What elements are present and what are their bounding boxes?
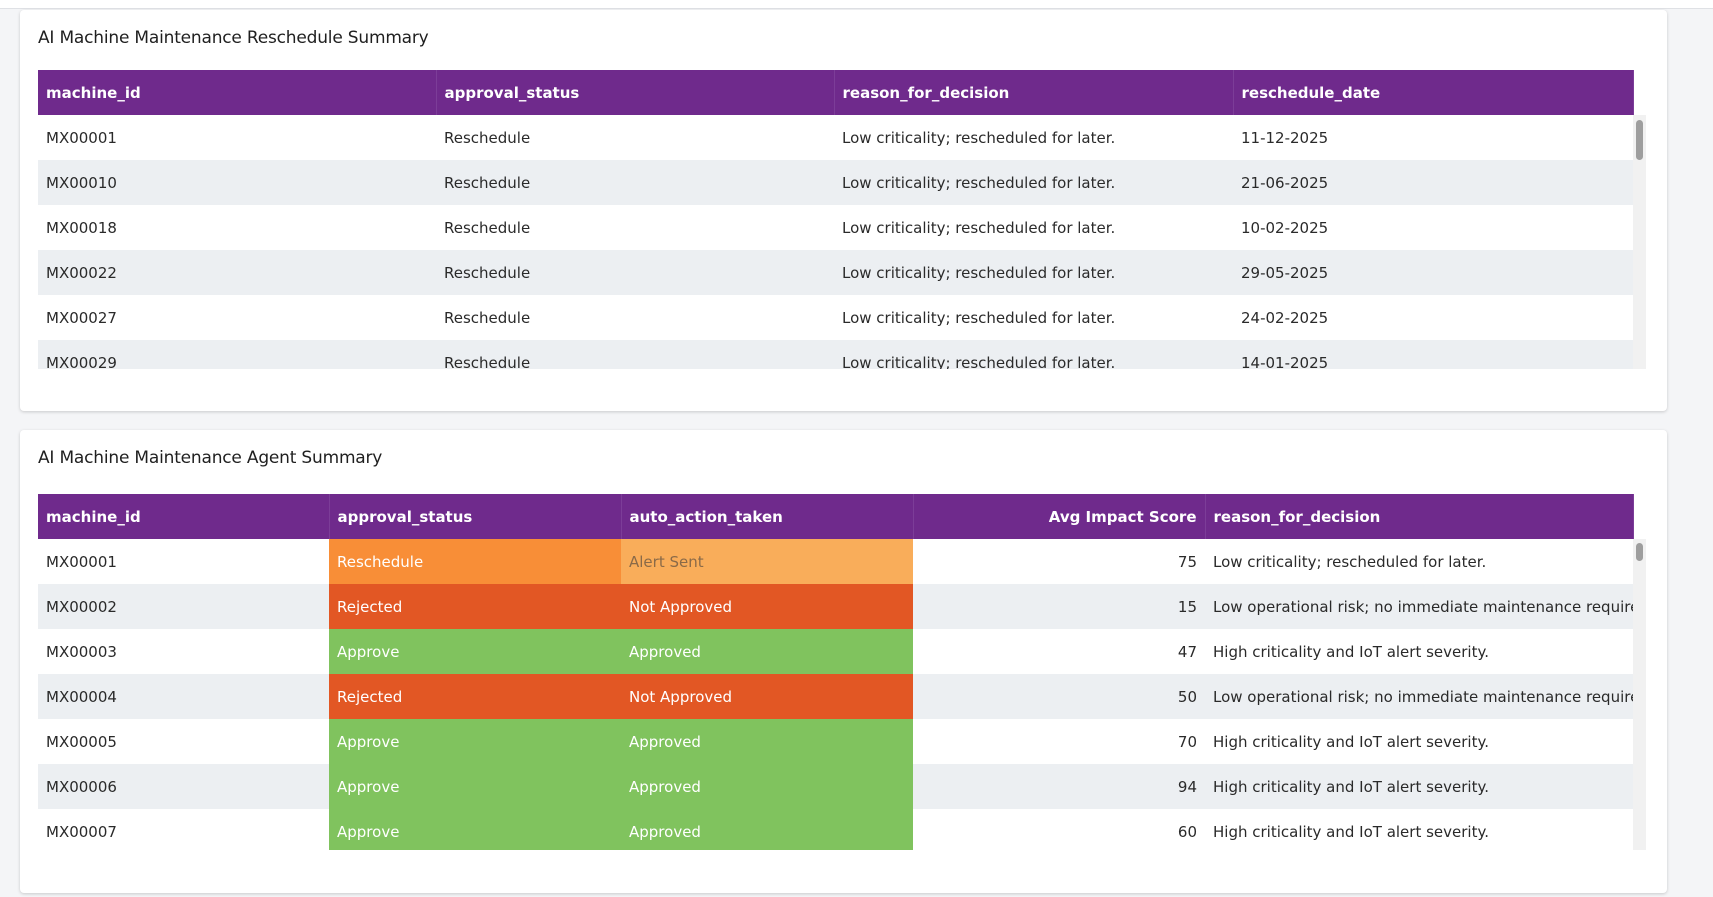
cell-machine-id: MX00027 — [46, 308, 117, 327]
cell-reason-for-decision: High criticality and IoT alert severity. — [1213, 642, 1489, 661]
table-row[interactable]: MX00007 Approve Approved 60 High criticality… — [38, 809, 1633, 850]
column-header-reason-for-decision[interactable]: reason_for_decision — [1205, 494, 1634, 539]
table-row[interactable]: MX00002 Rejected Not Approved 15 Low operati… — [38, 584, 1633, 629]
cell-auto-action-taken: Approved — [621, 809, 913, 850]
cell-reschedule-date: 10-02-2025 — [1241, 218, 1329, 237]
cell-approval-status: Approve — [329, 719, 621, 764]
cell-approval-status: Rejected — [329, 674, 621, 719]
cell-avg-impact-score: 50 — [1177, 687, 1197, 706]
browser-top-edge — [0, 0, 1713, 9]
cell-avg-impact-score: 47 — [1177, 642, 1197, 661]
cell-reason-for-decision: Low operational risk; no immediate maint… — [1213, 687, 1633, 706]
cell-reason-for-decision: Low criticality; rescheduled for later. — [1213, 552, 1487, 571]
cell-auto-action-taken: Not Approved — [621, 674, 913, 719]
cell-reschedule-date: 21-06-2025 — [1241, 173, 1329, 192]
cell-reason-for-decision: Low operational risk; no immediate maint… — [1213, 597, 1633, 616]
cell-reschedule-date: 29-05-2025 — [1241, 263, 1329, 282]
cell-approval-status: Reschedule — [444, 308, 531, 327]
cell-approval-status: Approve — [329, 764, 621, 809]
cell-approval-status: Reschedule — [444, 173, 531, 192]
column-header-reason-for-decision[interactable]: reason_for_decision — [834, 70, 1234, 115]
cell-approval-status: Approve — [329, 809, 621, 850]
cell-machine-id: MX00007 — [46, 822, 117, 841]
table-row[interactable]: MX00001 Reschedule Low criticality; resche… — [38, 115, 1633, 160]
cell-machine-id: MX00029 — [46, 353, 117, 370]
cell-avg-impact-score: 75 — [1177, 552, 1197, 571]
column-header-avg-impact-score[interactable]: Avg Impact Score — [913, 494, 1206, 539]
cell-approval-status: Reschedule — [329, 539, 621, 584]
agent-summary-table: machine_id approval_status auto_action_t… — [38, 494, 1634, 850]
cell-approval-status: Rejected — [329, 584, 621, 629]
cell-machine-id: MX00022 — [46, 263, 117, 282]
table-header-row: machine_id approval_status auto_action_t… — [38, 494, 1634, 539]
cell-reason-for-decision: High criticality and IoT alert severity. — [1213, 822, 1489, 841]
cell-machine-id: MX00005 — [46, 732, 117, 751]
cell-machine-id: MX00010 — [46, 173, 117, 192]
cell-auto-action-taken: Not Approved — [621, 584, 913, 629]
table-row[interactable]: MX00010 Reschedule Low criticality; resche… — [38, 160, 1633, 205]
cell-machine-id: MX00003 — [46, 642, 117, 661]
cell-reason-for-decision: Low criticality; rescheduled for later. — [842, 263, 1116, 282]
table-row[interactable]: MX00003 Approve Approved 47 High criticality… — [38, 629, 1633, 674]
table-row[interactable]: MX00029 Reschedule Low criticality; resche… — [38, 340, 1633, 369]
table-header-row: machine_id approval_status reason_for_de… — [38, 70, 1634, 115]
cell-auto-action-taken: Approved — [621, 629, 913, 674]
vertical-scrollbar[interactable] — [1633, 539, 1646, 850]
reschedule-summary-card: AI Machine Maintenance Reschedule Summar… — [20, 10, 1667, 411]
column-header-reschedule-date[interactable]: reschedule_date — [1233, 70, 1634, 115]
reschedule-summary-table-container[interactable]: machine_id approval_status reason_for_de… — [38, 70, 1646, 369]
cell-reschedule-date: 24-02-2025 — [1241, 308, 1329, 327]
cell-avg-impact-score: 15 — [1177, 597, 1197, 616]
cell-auto-action-taken: Approved — [621, 764, 913, 809]
column-header-machine-id[interactable]: machine_id — [38, 70, 437, 115]
column-header-approval-status[interactable]: approval_status — [436, 70, 835, 115]
cell-reason-for-decision: Low criticality; rescheduled for later. — [842, 308, 1116, 327]
reschedule-summary-title: AI Machine Maintenance Reschedule Summar… — [38, 28, 429, 48]
table-row[interactable]: MX00018 Reschedule Low criticality; resche… — [38, 205, 1633, 250]
cell-machine-id: MX00001 — [46, 128, 117, 147]
cell-machine-id: MX00006 — [46, 777, 117, 796]
cell-reschedule-date: 11-12-2025 — [1241, 128, 1329, 147]
cell-approval-status: Reschedule — [444, 128, 531, 147]
vertical-scrollbar[interactable] — [1633, 115, 1646, 369]
cell-reason-for-decision: Low criticality; rescheduled for later. — [842, 128, 1116, 147]
reschedule-summary-table: machine_id approval_status reason_for_de… — [38, 70, 1634, 369]
cell-approval-status: Reschedule — [444, 263, 531, 282]
cell-reason-for-decision: Low criticality; rescheduled for later. — [842, 353, 1116, 370]
cell-avg-impact-score: 70 — [1177, 732, 1197, 751]
table-row[interactable]: MX00004 Rejected Not Approved 50 Low operati… — [38, 674, 1633, 719]
cell-auto-action-taken: Approved — [621, 719, 913, 764]
cell-approval-status: Reschedule — [444, 353, 531, 370]
column-header-auto-action-taken[interactable]: auto_action_taken — [621, 494, 914, 539]
cell-approval-status: Reschedule — [444, 218, 531, 237]
cell-auto-action-taken: Alert Sent — [621, 539, 913, 584]
cell-reason-for-decision: Low criticality; rescheduled for later. — [842, 218, 1116, 237]
agent-summary-card: AI Machine Maintenance Agent Summary mac… — [20, 430, 1667, 893]
table-row[interactable]: MX00005 Approve Approved 70 High criticality… — [38, 719, 1633, 764]
cell-reschedule-date: 14-01-2025 — [1241, 353, 1329, 370]
table-row[interactable]: MX00027 Reschedule Low criticality; resche… — [38, 295, 1633, 340]
agent-summary-title: AI Machine Maintenance Agent Summary — [38, 448, 383, 468]
column-header-approval-status[interactable]: approval_status — [329, 494, 622, 539]
cell-avg-impact-score: 60 — [1177, 822, 1197, 841]
cell-reason-for-decision: High criticality and IoT alert severity. — [1213, 732, 1489, 751]
scrollbar-thumb[interactable] — [1636, 120, 1643, 160]
table-row[interactable]: MX00022 Reschedule Low criticality; resche… — [38, 250, 1633, 295]
cell-avg-impact-score: 94 — [1177, 777, 1197, 796]
cell-machine-id: MX00002 — [46, 597, 117, 616]
column-header-machine-id[interactable]: machine_id — [38, 494, 330, 539]
table-row[interactable]: MX00001 Reschedule Alert Sent 75 Low critica… — [38, 539, 1633, 584]
agent-summary-table-container[interactable]: machine_id approval_status auto_action_t… — [38, 494, 1646, 850]
cell-approval-status: Approve — [329, 629, 621, 674]
cell-machine-id: MX00001 — [46, 552, 117, 571]
cell-machine-id: MX00004 — [46, 687, 117, 706]
scrollbar-thumb[interactable] — [1636, 543, 1643, 561]
cell-reason-for-decision: Low criticality; rescheduled for later. — [842, 173, 1116, 192]
cell-reason-for-decision: High criticality and IoT alert severity. — [1213, 777, 1489, 796]
table-row[interactable]: MX00006 Approve Approved 94 High criticality… — [38, 764, 1633, 809]
cell-machine-id: MX00018 — [46, 218, 117, 237]
